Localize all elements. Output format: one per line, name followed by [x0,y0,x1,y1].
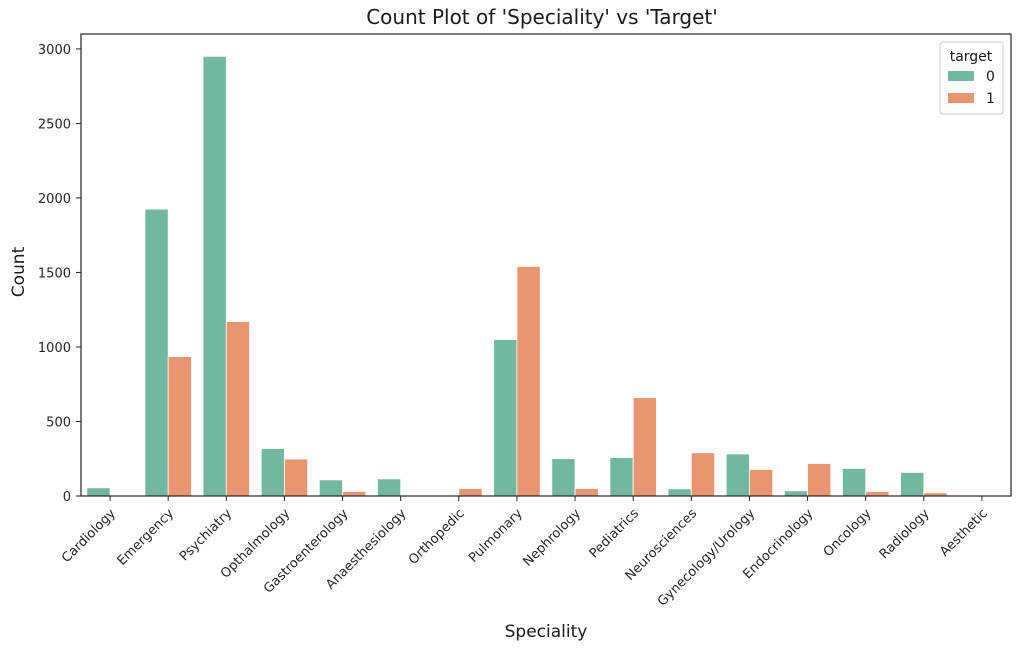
x-tick-label: Emergency [115,506,178,569]
bar-gastroenterology-target-1 [342,491,367,497]
legend-label-0: 0 [986,69,995,85]
bar-neurosciences-target-0 [667,488,692,497]
bar-opthalmology-target-0 [260,448,285,497]
y-tick-label: 1500 [38,266,71,281]
y-tick-label: 2500 [38,117,71,132]
x-tick-label: Gynecology/Urology [655,506,758,609]
legend: target 0 1 [939,41,1004,115]
y-axis-label: Count [9,246,29,297]
bar-gastroenterology-target-0 [318,479,343,497]
x-tick-label: Cardiology [59,506,119,566]
bar-orthopedic-target-1 [458,488,483,497]
legend-title: target [950,49,993,65]
bar-opthalmology-target-1 [284,458,309,497]
bar-radiology-target-0 [900,472,925,497]
x-axis-label: Speciality [505,622,588,642]
x-tick-label: Aesthetic [937,506,990,559]
bar-anaesthesiology-target-0 [377,478,402,497]
legend-label-1: 1 [986,91,995,107]
x-tick-label: Oncology [821,506,875,560]
bar-emergency-target-1 [167,356,192,497]
plot-area [86,55,983,497]
bar-endocrinology-target-0 [783,490,808,497]
bar-emergency-target-0 [144,208,169,497]
y-tick-label: 3000 [38,43,71,58]
y-tick-label: 1000 [38,341,71,356]
legend-swatch-0 [948,71,974,81]
x-tick-label: Pulmonary [466,506,526,566]
y-tick-label: 0 [63,490,71,505]
x-tick-label: Psychiatry [177,506,235,564]
legend-swatch-1 [948,93,974,103]
bar-pulmonary-target-1 [516,266,541,497]
x-tick-label: Nephrology [520,506,584,570]
x-tick-label: Orthopedic [406,506,468,568]
bar-psychiatry-target-0 [202,55,227,497]
bar-nephrology-target-1 [574,488,599,497]
bar-nephrology-target-0 [551,458,576,497]
y-tick-label: 500 [46,415,71,430]
bar-gynecology-urology-target-1 [749,469,774,497]
bar-neurosciences-target-1 [690,452,715,497]
bar-pediatrics-target-0 [609,457,634,497]
x-tick-label: Pediatrics [587,506,642,561]
bar-psychiatry-target-1 [225,321,250,497]
plot-frame [80,33,1012,497]
bar-endocrinology-target-1 [807,463,832,497]
bar-gynecology-urology-target-0 [725,453,750,497]
bar-oncology-target-0 [842,468,867,497]
x-tick-label: Radiology [877,506,933,562]
bar-pulmonary-target-0 [493,339,518,497]
bar-cardiology-target-0 [86,487,111,497]
bar-oncology-target-1 [865,491,890,497]
y-axis-ticks: 0 500 1000 1500 2000 2500 3000 [38,43,81,505]
chart-title: Count Plot of 'Speciality' vs 'Target' [366,5,718,29]
bar-pediatrics-target-1 [632,397,657,497]
y-tick-label: 2000 [38,192,71,207]
